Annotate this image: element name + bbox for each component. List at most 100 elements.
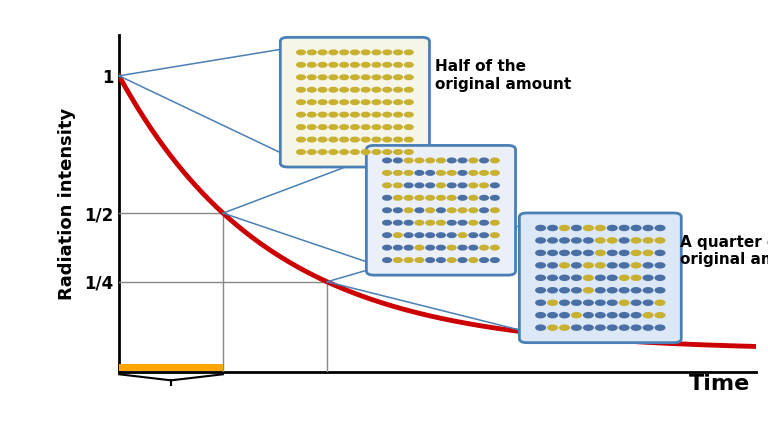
Circle shape	[339, 62, 349, 67]
Circle shape	[607, 313, 617, 318]
Circle shape	[362, 50, 370, 55]
Circle shape	[560, 250, 569, 255]
Circle shape	[393, 220, 402, 225]
Circle shape	[480, 158, 488, 163]
Circle shape	[372, 112, 381, 117]
Circle shape	[362, 150, 370, 154]
Circle shape	[631, 288, 641, 293]
Circle shape	[329, 87, 338, 92]
Circle shape	[296, 137, 306, 142]
Circle shape	[383, 137, 392, 142]
Circle shape	[607, 275, 617, 280]
Circle shape	[655, 226, 665, 230]
Text: Time: Time	[689, 374, 750, 394]
Circle shape	[560, 263, 569, 268]
Circle shape	[307, 150, 316, 154]
Circle shape	[383, 50, 392, 55]
Circle shape	[426, 220, 435, 225]
Circle shape	[655, 313, 665, 318]
Circle shape	[491, 208, 499, 213]
Circle shape	[469, 196, 478, 200]
Circle shape	[394, 62, 402, 67]
Circle shape	[655, 275, 665, 280]
Circle shape	[296, 112, 306, 117]
Circle shape	[607, 238, 617, 243]
Circle shape	[318, 137, 327, 142]
Circle shape	[560, 226, 569, 230]
FancyBboxPatch shape	[519, 213, 681, 343]
Circle shape	[469, 158, 478, 163]
Circle shape	[383, 150, 392, 154]
Circle shape	[307, 50, 316, 55]
Circle shape	[480, 208, 488, 213]
Circle shape	[491, 246, 499, 250]
Circle shape	[393, 183, 402, 187]
Circle shape	[644, 238, 653, 243]
Circle shape	[372, 62, 381, 67]
Circle shape	[394, 137, 402, 142]
Circle shape	[595, 288, 605, 293]
Circle shape	[405, 75, 413, 80]
Circle shape	[339, 125, 349, 129]
Circle shape	[318, 112, 327, 117]
Circle shape	[607, 288, 617, 293]
Circle shape	[394, 87, 402, 92]
Circle shape	[560, 325, 569, 330]
Circle shape	[458, 220, 467, 225]
Circle shape	[404, 220, 413, 225]
Circle shape	[631, 238, 641, 243]
Circle shape	[620, 325, 629, 330]
Circle shape	[548, 263, 558, 268]
Circle shape	[426, 208, 435, 213]
Circle shape	[607, 325, 617, 330]
Circle shape	[644, 263, 653, 268]
Circle shape	[571, 300, 581, 305]
Circle shape	[437, 183, 445, 187]
Circle shape	[426, 196, 435, 200]
Circle shape	[644, 313, 653, 318]
Circle shape	[426, 171, 435, 175]
Circle shape	[607, 226, 617, 230]
Circle shape	[405, 137, 413, 142]
Circle shape	[307, 137, 316, 142]
Circle shape	[560, 313, 569, 318]
Circle shape	[458, 183, 467, 187]
Circle shape	[339, 150, 349, 154]
Circle shape	[548, 313, 558, 318]
Circle shape	[548, 325, 558, 330]
Circle shape	[393, 171, 402, 175]
Circle shape	[560, 275, 569, 280]
Circle shape	[584, 275, 593, 280]
Circle shape	[394, 100, 402, 104]
Circle shape	[584, 226, 593, 230]
Circle shape	[372, 137, 381, 142]
Circle shape	[307, 75, 316, 80]
Circle shape	[426, 158, 435, 163]
Circle shape	[560, 300, 569, 305]
Circle shape	[404, 258, 413, 262]
Circle shape	[548, 288, 558, 293]
Circle shape	[480, 246, 488, 250]
Circle shape	[318, 150, 327, 154]
Circle shape	[469, 233, 478, 237]
Circle shape	[405, 50, 413, 55]
Circle shape	[644, 300, 653, 305]
Circle shape	[448, 208, 456, 213]
Circle shape	[404, 158, 413, 163]
Circle shape	[383, 100, 392, 104]
Circle shape	[595, 300, 605, 305]
Circle shape	[362, 137, 370, 142]
Circle shape	[631, 325, 641, 330]
Circle shape	[394, 150, 402, 154]
Circle shape	[437, 233, 445, 237]
Circle shape	[631, 263, 641, 268]
Circle shape	[329, 100, 338, 104]
Circle shape	[329, 50, 338, 55]
Circle shape	[362, 100, 370, 104]
Circle shape	[584, 263, 593, 268]
Circle shape	[339, 50, 349, 55]
Circle shape	[536, 250, 545, 255]
Circle shape	[296, 100, 306, 104]
Circle shape	[480, 233, 488, 237]
Circle shape	[318, 62, 327, 67]
